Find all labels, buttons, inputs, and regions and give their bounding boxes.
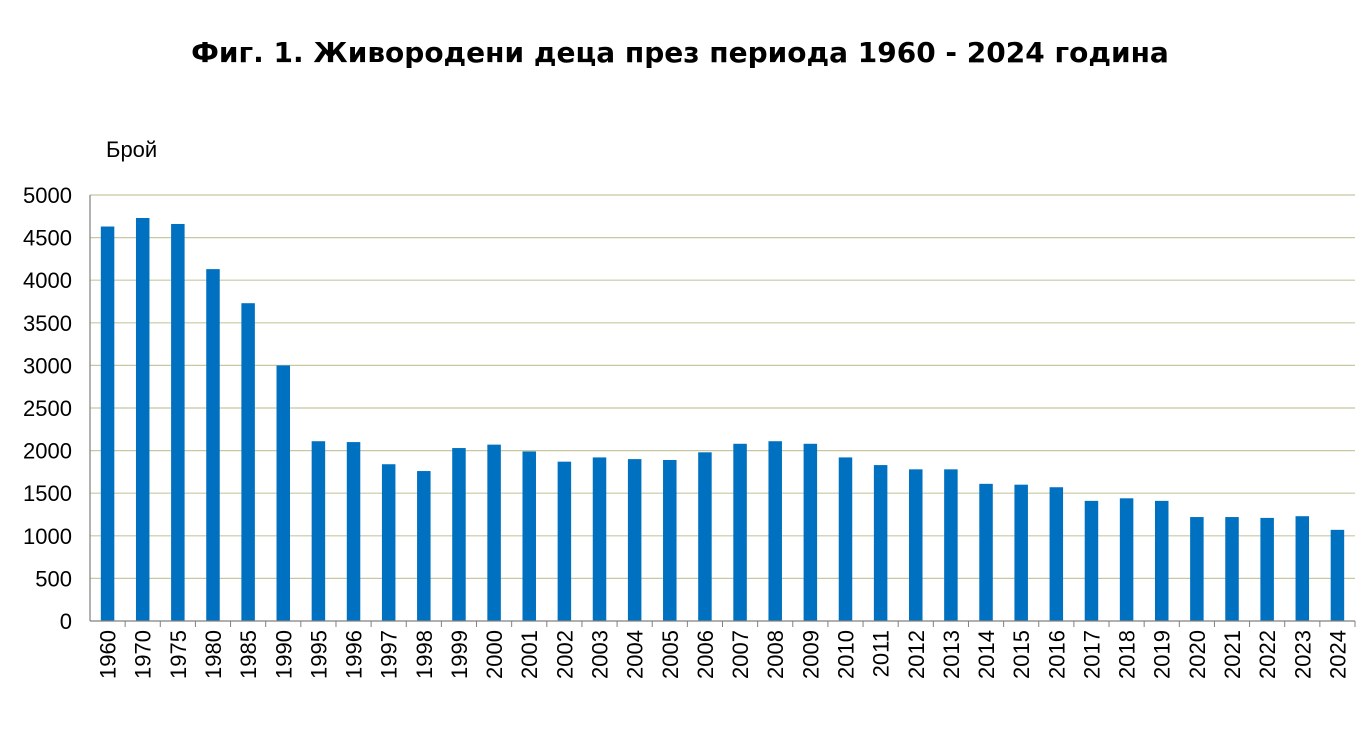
- bar-2009: [803, 443, 818, 621]
- bar-1999: [452, 448, 466, 621]
- bar-2006: [698, 452, 712, 621]
- bar-1996: [346, 442, 361, 621]
- bar-2015: [1014, 484, 1028, 621]
- bar-2022: [1260, 517, 1274, 621]
- x-tick-label: 2023: [1290, 630, 1315, 679]
- x-tick-label: 2010: [833, 630, 858, 679]
- bar-2016: [1049, 487, 1064, 621]
- y-tick-label: 500: [35, 566, 72, 591]
- bar-2000: [487, 444, 501, 621]
- x-tick-label: 2015: [1009, 630, 1034, 679]
- bar-1985: [241, 303, 255, 621]
- x-tick-label: 2009: [798, 630, 823, 679]
- x-tick-label: 1998: [412, 630, 437, 679]
- x-tick-label: 2001: [517, 630, 542, 679]
- x-tick-label: 2002: [552, 630, 577, 679]
- x-tick-label: 1997: [377, 630, 402, 679]
- y-axis-label: Брой: [106, 137, 157, 162]
- bar-2004: [627, 459, 642, 621]
- x-tick-label: 1970: [131, 630, 156, 679]
- x-tick-label: 2011: [869, 630, 894, 677]
- bar-2001: [522, 451, 536, 621]
- bar-1990: [276, 365, 291, 621]
- y-tick-label: 2500: [23, 396, 72, 421]
- bar-2005: [663, 459, 677, 621]
- y-tick-label: 2000: [23, 439, 72, 464]
- bar-2017: [1084, 500, 1099, 621]
- x-tick-label: 1995: [306, 630, 331, 679]
- x-tick-label: 2021: [1220, 630, 1245, 679]
- y-tick-label: 4500: [23, 226, 72, 251]
- y-tick-label: 3000: [23, 353, 72, 378]
- y-tick-label: 4000: [23, 268, 72, 293]
- x-tick-label: 2000: [482, 630, 507, 679]
- x-tick-label: 2024: [1325, 630, 1350, 679]
- bar-2002: [557, 461, 572, 621]
- x-tick-label: 1975: [166, 630, 191, 679]
- bar-2013: [944, 469, 958, 621]
- x-tick-label: 2007: [728, 630, 753, 679]
- bar-2020: [1190, 517, 1204, 621]
- bar-1980: [206, 269, 220, 621]
- y-tick-label: 3500: [23, 311, 72, 336]
- axes: [89, 195, 1356, 627]
- x-tick-labels: 1960 1970 1975 1980 1985 1990 1995 1996 1997 1998…: [96, 630, 1351, 679]
- bar-2012: [909, 469, 923, 621]
- x-tick-label: 2022: [1255, 630, 1280, 679]
- bar-2014: [979, 483, 993, 621]
- x-tick-label: 2013: [939, 630, 964, 679]
- x-tick-label: 2020: [1185, 630, 1210, 679]
- y-tick-labels: 0 500 1000 1500 2000 2500 3000 3500 4000 4500 5000: [23, 183, 72, 634]
- y-tick-label: 0: [60, 609, 72, 634]
- x-tick-label: 1999: [447, 630, 472, 679]
- y-tick-label: 1000: [23, 524, 72, 549]
- bar-2023: [1295, 516, 1310, 621]
- x-tick-label: 2019: [1150, 630, 1175, 679]
- bar-2024: [1330, 529, 1345, 621]
- x-tick-label: 2006: [693, 630, 718, 679]
- bar-1995: [311, 441, 326, 621]
- bar-1970: [135, 218, 150, 621]
- x-tick-label: 1985: [236, 630, 261, 679]
- bar-2010: [838, 457, 853, 621]
- x-tick-label: 1990: [271, 630, 296, 679]
- x-tick-label: 2005: [658, 630, 683, 679]
- bar-1998: [417, 471, 431, 621]
- x-tick-label: 2014: [974, 630, 999, 679]
- bar-2021: [1225, 517, 1239, 621]
- x-tick-label: 2016: [1044, 630, 1069, 679]
- x-tick-label: 2003: [588, 630, 613, 679]
- y-tick-label: 5000: [23, 183, 72, 208]
- x-tick-label: 1996: [342, 630, 367, 679]
- x-tick-label: 1960: [96, 630, 121, 679]
- x-tick-label: 2008: [763, 630, 788, 679]
- chart-title: Фиг. 1. Живородени деца през периода 196…: [191, 36, 1169, 69]
- x-tick-label: 2018: [1115, 630, 1140, 679]
- grid-lines: [90, 194, 1355, 580]
- bar-2011: [873, 465, 888, 621]
- bar-1960: [100, 226, 115, 622]
- x-tick-label: 1980: [201, 630, 226, 679]
- bar-2003: [592, 457, 607, 621]
- bar-2019: [1154, 500, 1169, 621]
- bars: [100, 218, 1345, 622]
- y-tick-label: 1500: [23, 481, 72, 506]
- x-tick-label: 2012: [904, 630, 929, 679]
- bar-2007: [733, 443, 747, 621]
- bar-2008: [768, 441, 782, 621]
- bar-2018: [1119, 498, 1134, 621]
- bar-1997: [381, 464, 396, 621]
- x-tick-label: 2017: [1079, 630, 1104, 679]
- x-tick-label: 2004: [623, 630, 648, 679]
- bar-1975: [171, 223, 185, 621]
